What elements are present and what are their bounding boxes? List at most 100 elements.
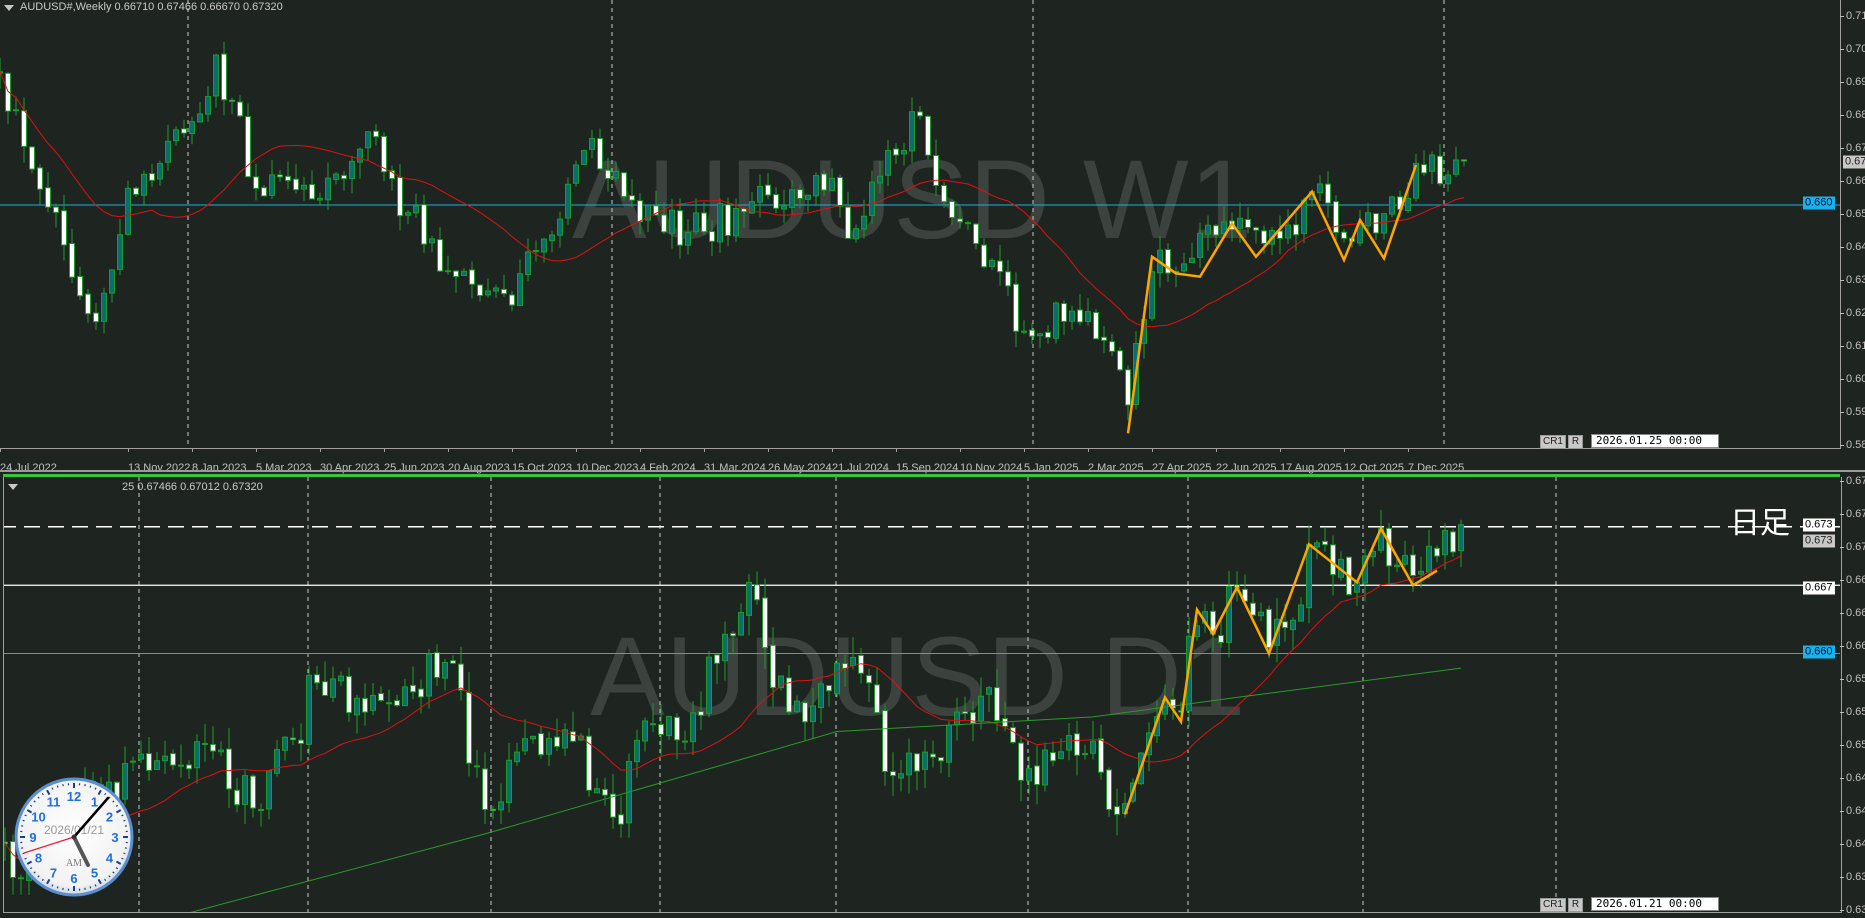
daily-price-tick: 0.651 — [1840, 739, 1865, 751]
candle-body — [587, 736, 592, 790]
candle-body — [477, 284, 483, 296]
weekly-candle — [853, 224, 859, 243]
candle-body — [1117, 350, 1123, 371]
weekly-candle — [189, 116, 195, 145]
weekly-cursor-date: 2026.01.25 00:00 — [1591, 434, 1719, 448]
candle-body — [597, 137, 603, 170]
clock-hour-hand — [72, 835, 90, 867]
candle-body — [13, 109, 19, 112]
weekly-candle — [565, 177, 571, 225]
candle-body — [589, 137, 595, 150]
weekly-candle — [1205, 215, 1211, 251]
candle-body — [629, 195, 635, 201]
weekly-candle — [557, 211, 563, 248]
clock-tick — [56, 886, 59, 889]
weekly-r-button[interactable]: R — [1568, 435, 1583, 449]
weekly-candle — [373, 124, 379, 146]
daily-r-button[interactable]: R — [1568, 898, 1583, 912]
daily-candle — [835, 658, 840, 697]
panel-separator[interactable] — [0, 470, 1865, 472]
candle-body — [613, 170, 619, 179]
weekly-candle — [1117, 347, 1123, 372]
candle-body — [699, 712, 704, 716]
daily-candle — [1067, 723, 1072, 760]
daily-candle — [1011, 722, 1016, 743]
candle-body — [213, 54, 219, 97]
candle-body — [173, 129, 179, 142]
daily-chart-panel[interactable] — [3, 477, 1842, 913]
candle-body — [501, 288, 507, 295]
daily-candle — [1043, 743, 1048, 792]
candle-body — [443, 662, 448, 678]
chart-menu-icon[interactable] — [4, 5, 14, 11]
weekly-candle — [733, 198, 739, 243]
weekly-date-label: 20 Aug 2023 — [448, 462, 510, 474]
daily-chart-menu-icon[interactable] — [8, 484, 18, 490]
weekly-candle — [973, 223, 979, 250]
weekly-candle — [253, 163, 259, 201]
candle-body — [125, 187, 131, 235]
clock-tick — [24, 814, 27, 817]
candle-body — [1299, 605, 1304, 621]
weekly-candle — [445, 255, 451, 275]
daily-moving-average-short-line — [0, 556, 1461, 860]
daily-candle — [619, 796, 624, 838]
candle-body — [1107, 770, 1112, 810]
weekly-candle — [957, 206, 963, 229]
weekly-candle — [165, 124, 171, 171]
weekly-candle — [1413, 153, 1419, 202]
weekly-date-label: 21 Jul 2024 — [832, 462, 889, 474]
weekly-candle — [5, 72, 11, 124]
daily-candle — [395, 695, 400, 707]
weekly-candle — [717, 198, 723, 253]
date-tick — [1344, 448, 1345, 452]
weekly-candle — [869, 170, 875, 224]
weekly-candle — [813, 172, 819, 207]
candle-body — [707, 657, 712, 713]
weekly-candle — [0, 57, 3, 89]
candle-body — [61, 210, 67, 246]
daily-candle — [571, 712, 576, 743]
weekly-date-label: 15 Oct 2023 — [512, 462, 572, 474]
daily-candle — [603, 778, 608, 806]
weekly-candle — [1181, 252, 1187, 273]
weekly-candle — [893, 143, 899, 164]
candle-body — [1253, 227, 1259, 231]
daily-zigzag-line — [1125, 529, 1437, 815]
weekly-chart-panel[interactable] — [0, 0, 1841, 449]
daily-candle — [339, 672, 344, 686]
candle-body — [621, 172, 627, 198]
weekly-date-label: 5 Jan 2025 — [1024, 462, 1079, 474]
weekly-candle — [1325, 171, 1331, 218]
candle-body — [571, 732, 576, 741]
candle-body — [677, 210, 683, 246]
weekly-candle — [365, 131, 371, 161]
candle-body — [837, 176, 843, 207]
weekly-candle — [845, 191, 851, 239]
candle-body — [1357, 224, 1363, 244]
daily-candle — [795, 695, 800, 713]
candle-body — [355, 698, 360, 715]
candle-body — [949, 201, 955, 219]
candle-body — [885, 150, 891, 176]
candle-body — [1165, 249, 1171, 274]
weekly-price-tick: 0.676 — [1840, 142, 1865, 154]
weekly-candles-svg[interactable] — [0, 0, 1840, 448]
date-tick — [832, 448, 833, 452]
candle-body — [573, 164, 579, 184]
daily-candle — [267, 770, 272, 819]
weekly-candle — [1461, 159, 1467, 167]
candle-body — [819, 684, 824, 708]
weekly-cr1-button[interactable]: CR1 — [1540, 435, 1566, 449]
candle-body — [765, 184, 771, 196]
candle-body — [653, 205, 659, 216]
weekly-candle — [317, 192, 323, 205]
date-tick — [448, 448, 449, 452]
candle-body — [1077, 309, 1083, 323]
candle-body — [611, 794, 616, 817]
daily-cr1-button[interactable]: CR1 — [1540, 898, 1566, 912]
candle-body — [1075, 734, 1080, 755]
candle-body — [973, 223, 979, 245]
candle-body — [733, 207, 739, 237]
